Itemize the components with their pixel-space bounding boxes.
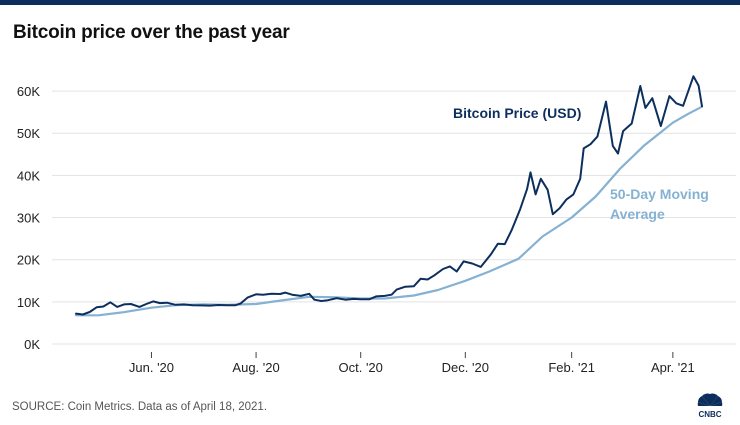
price-series-label: Bitcoin Price (USD) <box>453 105 581 121</box>
y-tick-label: 40K <box>17 168 40 183</box>
y-tick-label: 50K <box>17 126 40 141</box>
annotations: Bitcoin Price (USD) 50-Day Moving Average <box>453 105 709 222</box>
y-tick-label: 0K <box>24 337 40 352</box>
y-axis-ticks: 0K 10K 20K 30K 40K 50K 60K <box>17 84 40 352</box>
moving-average-series-line <box>74 105 704 317</box>
chart-title: Bitcoin price over the past year <box>13 22 290 43</box>
moving-average-label-line2: Average <box>610 206 665 222</box>
logo-text: CNBC <box>698 410 721 419</box>
y-tick-label: 30K <box>17 211 40 226</box>
x-tick-label: Oct. '20 <box>339 360 383 375</box>
price-series-line <box>75 75 703 316</box>
x-tick-label: Jun. '20 <box>129 360 174 375</box>
source-note: SOURCE: Coin Metrics. Data as of April 1… <box>12 401 268 413</box>
y-tick-label: 20K <box>17 253 40 268</box>
y-tick-label: 10K <box>17 295 40 310</box>
top-accent-bar <box>0 0 740 5</box>
x-tick-label: Aug. '20 <box>232 360 279 375</box>
series-lines <box>74 75 704 317</box>
moving-average-label-line1: 50-Day Moving <box>610 186 709 202</box>
y-tick-label: 60K <box>17 84 40 99</box>
cnbc-peacock-logo: CNBC <box>697 393 723 419</box>
x-tick-label: Apr. '21 <box>651 360 695 375</box>
x-tick-label: Dec. '20 <box>442 360 489 375</box>
x-tick-label: Feb. '21 <box>548 360 595 375</box>
peacock-icon <box>697 393 723 406</box>
x-axis-ticks: Jun. '20 Aug. '20 Oct. '20 Dec. '20 Feb. '21… <box>129 352 695 375</box>
